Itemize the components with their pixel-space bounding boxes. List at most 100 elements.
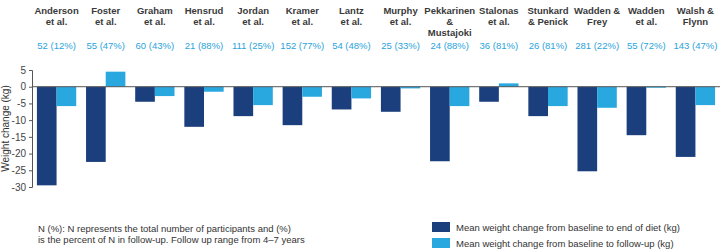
legend-label: Mean weight change from baseline to foll… (456, 238, 674, 249)
bar (430, 87, 450, 162)
y-axis-line (29, 71, 33, 188)
bar (499, 83, 519, 86)
category-label-line: Frey (587, 16, 608, 27)
category-label-line: Hensrud (185, 5, 224, 16)
legend-swatch (432, 238, 450, 248)
category-label: Andersonet al. (34, 5, 79, 27)
tick-mark (29, 170, 32, 171)
sample-label: 54 (48%) (332, 40, 371, 51)
category-label: Hensrudet al. (185, 5, 224, 27)
sample-label: 52 (12%) (37, 40, 76, 51)
category-label-line: et al. (193, 16, 215, 27)
sample-label: 24 (88%) (430, 40, 469, 51)
category-label-line: et al. (95, 16, 117, 27)
tick: -20 (12, 148, 32, 159)
tick-label: -20 (12, 148, 27, 159)
tick-label: 0 (20, 81, 26, 92)
bar (332, 87, 352, 110)
bar (627, 87, 647, 135)
tick: -15 (12, 132, 32, 143)
category-label-line: Wadden & (574, 5, 620, 16)
y-axis-title: Weight change (kg) (0, 85, 11, 172)
tick: -5 (17, 98, 32, 109)
tick-label: -25 (12, 165, 27, 176)
tick: 0 (20, 81, 32, 92)
category-label-line: Kramer (286, 5, 320, 16)
category-label-line: & (446, 16, 453, 27)
bar (106, 72, 126, 87)
category-label: Wadden &Frey (574, 5, 620, 27)
sample-label: 25 (33%) (381, 40, 420, 51)
category-label: Stunkard& Penick (527, 5, 568, 27)
category-label-line: et al. (341, 16, 363, 27)
sample-label: 21 (88%) (185, 40, 224, 51)
bar (450, 87, 470, 106)
category-label: Murphyet al. (383, 5, 418, 27)
bar (577, 87, 597, 172)
bar (253, 87, 273, 105)
category-label-line: Stunkard (527, 5, 568, 16)
category-label-line: Anderson (34, 5, 79, 16)
category-label-line: & Penick (528, 16, 569, 27)
category-label-line: Wadden (628, 5, 665, 16)
legend: Mean weight change from baseline to end … (432, 222, 680, 249)
category-label: Pekkarinen&Mustajoki (424, 5, 475, 38)
bar (695, 87, 715, 105)
bar (135, 87, 155, 102)
tick-mark (29, 87, 32, 88)
sample-label: 152 (77%) (280, 40, 324, 51)
sample-label: 26 (81%) (529, 40, 568, 51)
zero-line (32, 86, 720, 87)
tick-mark (29, 137, 32, 138)
category-label: Waddenet al. (628, 5, 665, 27)
tick-label: -10 (12, 115, 27, 126)
category-label-line: Foster (91, 5, 120, 16)
tick-mark (29, 103, 32, 104)
bar (548, 87, 568, 106)
sample-label: 143 (47%) (674, 40, 718, 51)
category-label-line: et al. (635, 16, 657, 27)
sample-label: 55 (72%) (627, 40, 666, 51)
category-label-line: Murphy (383, 5, 418, 16)
legend-swatch (432, 222, 450, 232)
tick: 5 (20, 65, 32, 76)
category-label: Fosteret al. (91, 5, 120, 27)
category-label-line: Lantz (339, 5, 364, 16)
category-label: Krameret al. (286, 5, 320, 27)
y-axis: 5 0 -5 -10 -15 -20 -25 -30 (12, 65, 33, 193)
bar (597, 87, 617, 108)
sample-label: 111 (25%) (232, 40, 274, 51)
category-label-line: et al. (242, 16, 264, 27)
category-label-line: Pekkarinen (424, 5, 475, 16)
category-label-line: Flynn (683, 16, 709, 27)
category-label-line: et al. (488, 16, 510, 27)
bar (204, 87, 224, 92)
legend-label: Mean weight change from baseline to end … (456, 222, 680, 233)
bar (155, 87, 175, 96)
category-label: Jordanet al. (237, 5, 269, 27)
sample-label: 281 (22%) (575, 40, 619, 51)
tick-label: 5 (20, 65, 26, 76)
bars (37, 72, 715, 186)
bar (479, 87, 499, 102)
category-label-line: Jordan (237, 5, 269, 16)
category-label-line: Mustajoki (428, 27, 472, 38)
category-label: Lantzet al. (339, 5, 364, 27)
footnote: is the percent of N in follow-up. Follow… (38, 234, 305, 245)
sample-label: 55 (47%) (86, 40, 125, 51)
category-label-line: et al. (291, 16, 313, 27)
tick-label: -15 (12, 132, 27, 143)
category-label: Stalonaset al. (479, 5, 519, 27)
bar (351, 87, 371, 99)
bar (381, 87, 401, 112)
category-label: Grahamet al. (137, 5, 173, 27)
bar (37, 87, 57, 186)
bar (184, 87, 204, 127)
bar (233, 87, 253, 116)
category-label: Walsh &Flynn (677, 5, 714, 27)
tick-mark (29, 187, 32, 188)
category-label-line: et al. (390, 16, 412, 27)
bar (302, 87, 322, 97)
tick: -30 (12, 182, 32, 193)
tick: -25 (12, 165, 32, 176)
